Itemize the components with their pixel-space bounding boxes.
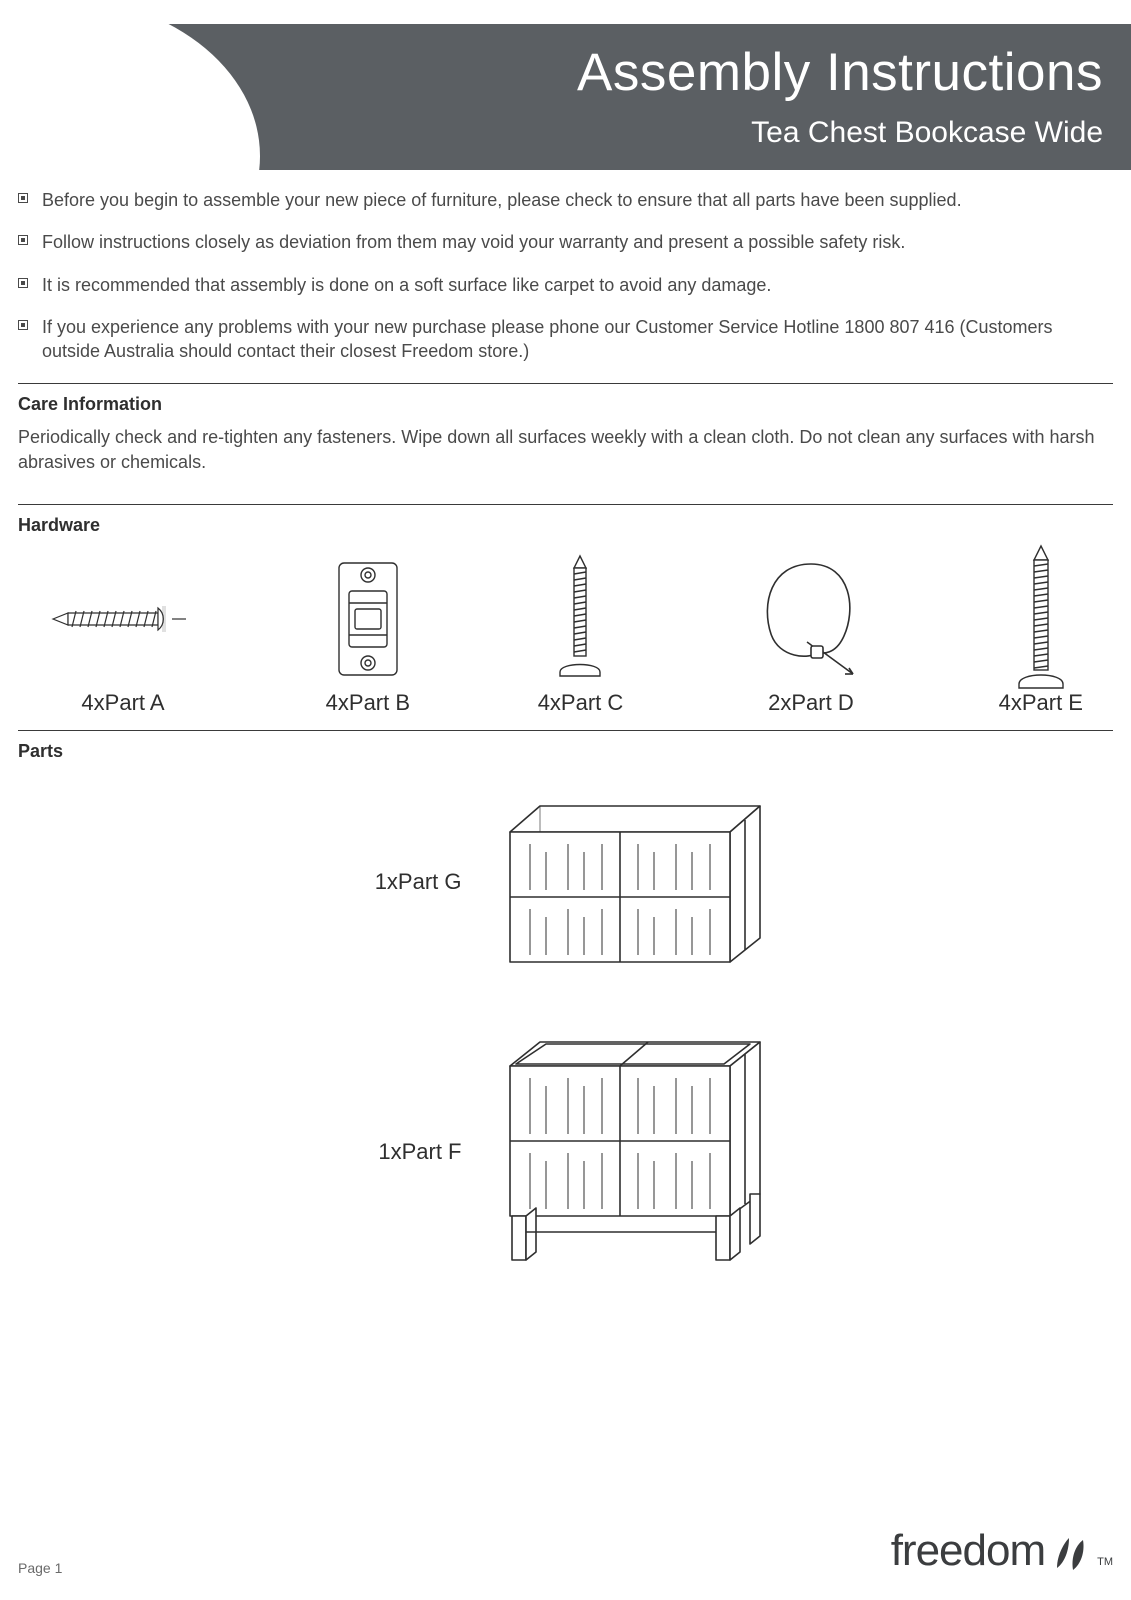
content: Before you begin to assemble your new pi… <box>0 188 1131 1282</box>
logo-tm: TM <box>1097 1556 1113 1568</box>
divider <box>18 504 1113 505</box>
bullet-item: If you experience any problems with your… <box>18 315 1113 364</box>
intro-bullets: Before you begin to assemble your new pi… <box>18 188 1113 363</box>
doc-title: Assembly Instructions <box>577 42 1103 103</box>
hardware-label: 4xPart A <box>81 690 164 716</box>
bullet-icon <box>18 235 28 245</box>
hardware-item: 4xPart E <box>999 554 1083 716</box>
part-label: 1xPart G <box>352 869 462 895</box>
bullet-icon <box>18 320 28 330</box>
bullet-item: Before you begin to assemble your new pi… <box>18 188 1113 212</box>
hardware-label: 4xPart B <box>326 690 410 716</box>
cable-tie-icon <box>751 554 871 684</box>
header-banner: Assembly Instructions Tea Chest Bookcase… <box>0 0 1131 170</box>
parts-heading: Parts <box>18 741 1113 762</box>
bullet-text: Follow instructions closely as deviation… <box>42 230 905 254</box>
bullet-item: It is recommended that assembly is done … <box>18 273 1113 297</box>
hardware-heading: Hardware <box>18 515 1113 536</box>
logo-text: freedom <box>891 1526 1045 1576</box>
hardware-item: 4xPart B <box>326 554 410 716</box>
hardware-label: 4xPart C <box>538 690 624 716</box>
mounting-plate-icon <box>333 554 403 684</box>
bullet-icon <box>18 278 28 288</box>
part-item: 1xPart F <box>18 1022 1113 1282</box>
cabinet-top-icon <box>480 782 780 982</box>
bullet-text: If you experience any problems with your… <box>42 315 1113 364</box>
bolt-long-icon <box>1011 554 1071 684</box>
parts-area: 1xPart G <box>18 782 1113 1282</box>
hardware-item: 4xPart A <box>48 554 198 716</box>
part-item: 1xPart G <box>18 782 1113 982</box>
bullet-text: It is recommended that assembly is done … <box>42 273 771 297</box>
divider <box>18 730 1113 731</box>
hardware-row: 4xPart A <box>18 546 1113 722</box>
care-text: Periodically check and re-tighten any fa… <box>18 425 1113 474</box>
bolt-flat-icon <box>550 554 610 684</box>
part-label: 1xPart F <box>352 1139 462 1165</box>
cabinet-base-icon <box>480 1022 780 1282</box>
hardware-item: 4xPart C <box>538 554 624 716</box>
page: Assembly Instructions Tea Chest Bookcase… <box>0 0 1131 1600</box>
hardware-label: 4xPart E <box>999 690 1083 716</box>
screw-icon <box>48 554 198 684</box>
logo-leaf-icon <box>1045 1528 1093 1576</box>
bullet-item: Follow instructions closely as deviation… <box>18 230 1113 254</box>
brand-logo: freedom TM <box>891 1526 1113 1576</box>
bullet-icon <box>18 193 28 203</box>
bullet-text: Before you begin to assemble your new pi… <box>42 188 962 212</box>
hardware-label: 2xPart D <box>768 690 854 716</box>
hardware-item: 2xPart D <box>751 554 871 716</box>
care-heading: Care Information <box>18 394 1113 415</box>
page-number: Page 1 <box>18 1560 62 1576</box>
footer: Page 1 freedom TM <box>18 1526 1113 1576</box>
divider <box>18 383 1113 384</box>
doc-subtitle: Tea Chest Bookcase Wide <box>751 116 1103 150</box>
